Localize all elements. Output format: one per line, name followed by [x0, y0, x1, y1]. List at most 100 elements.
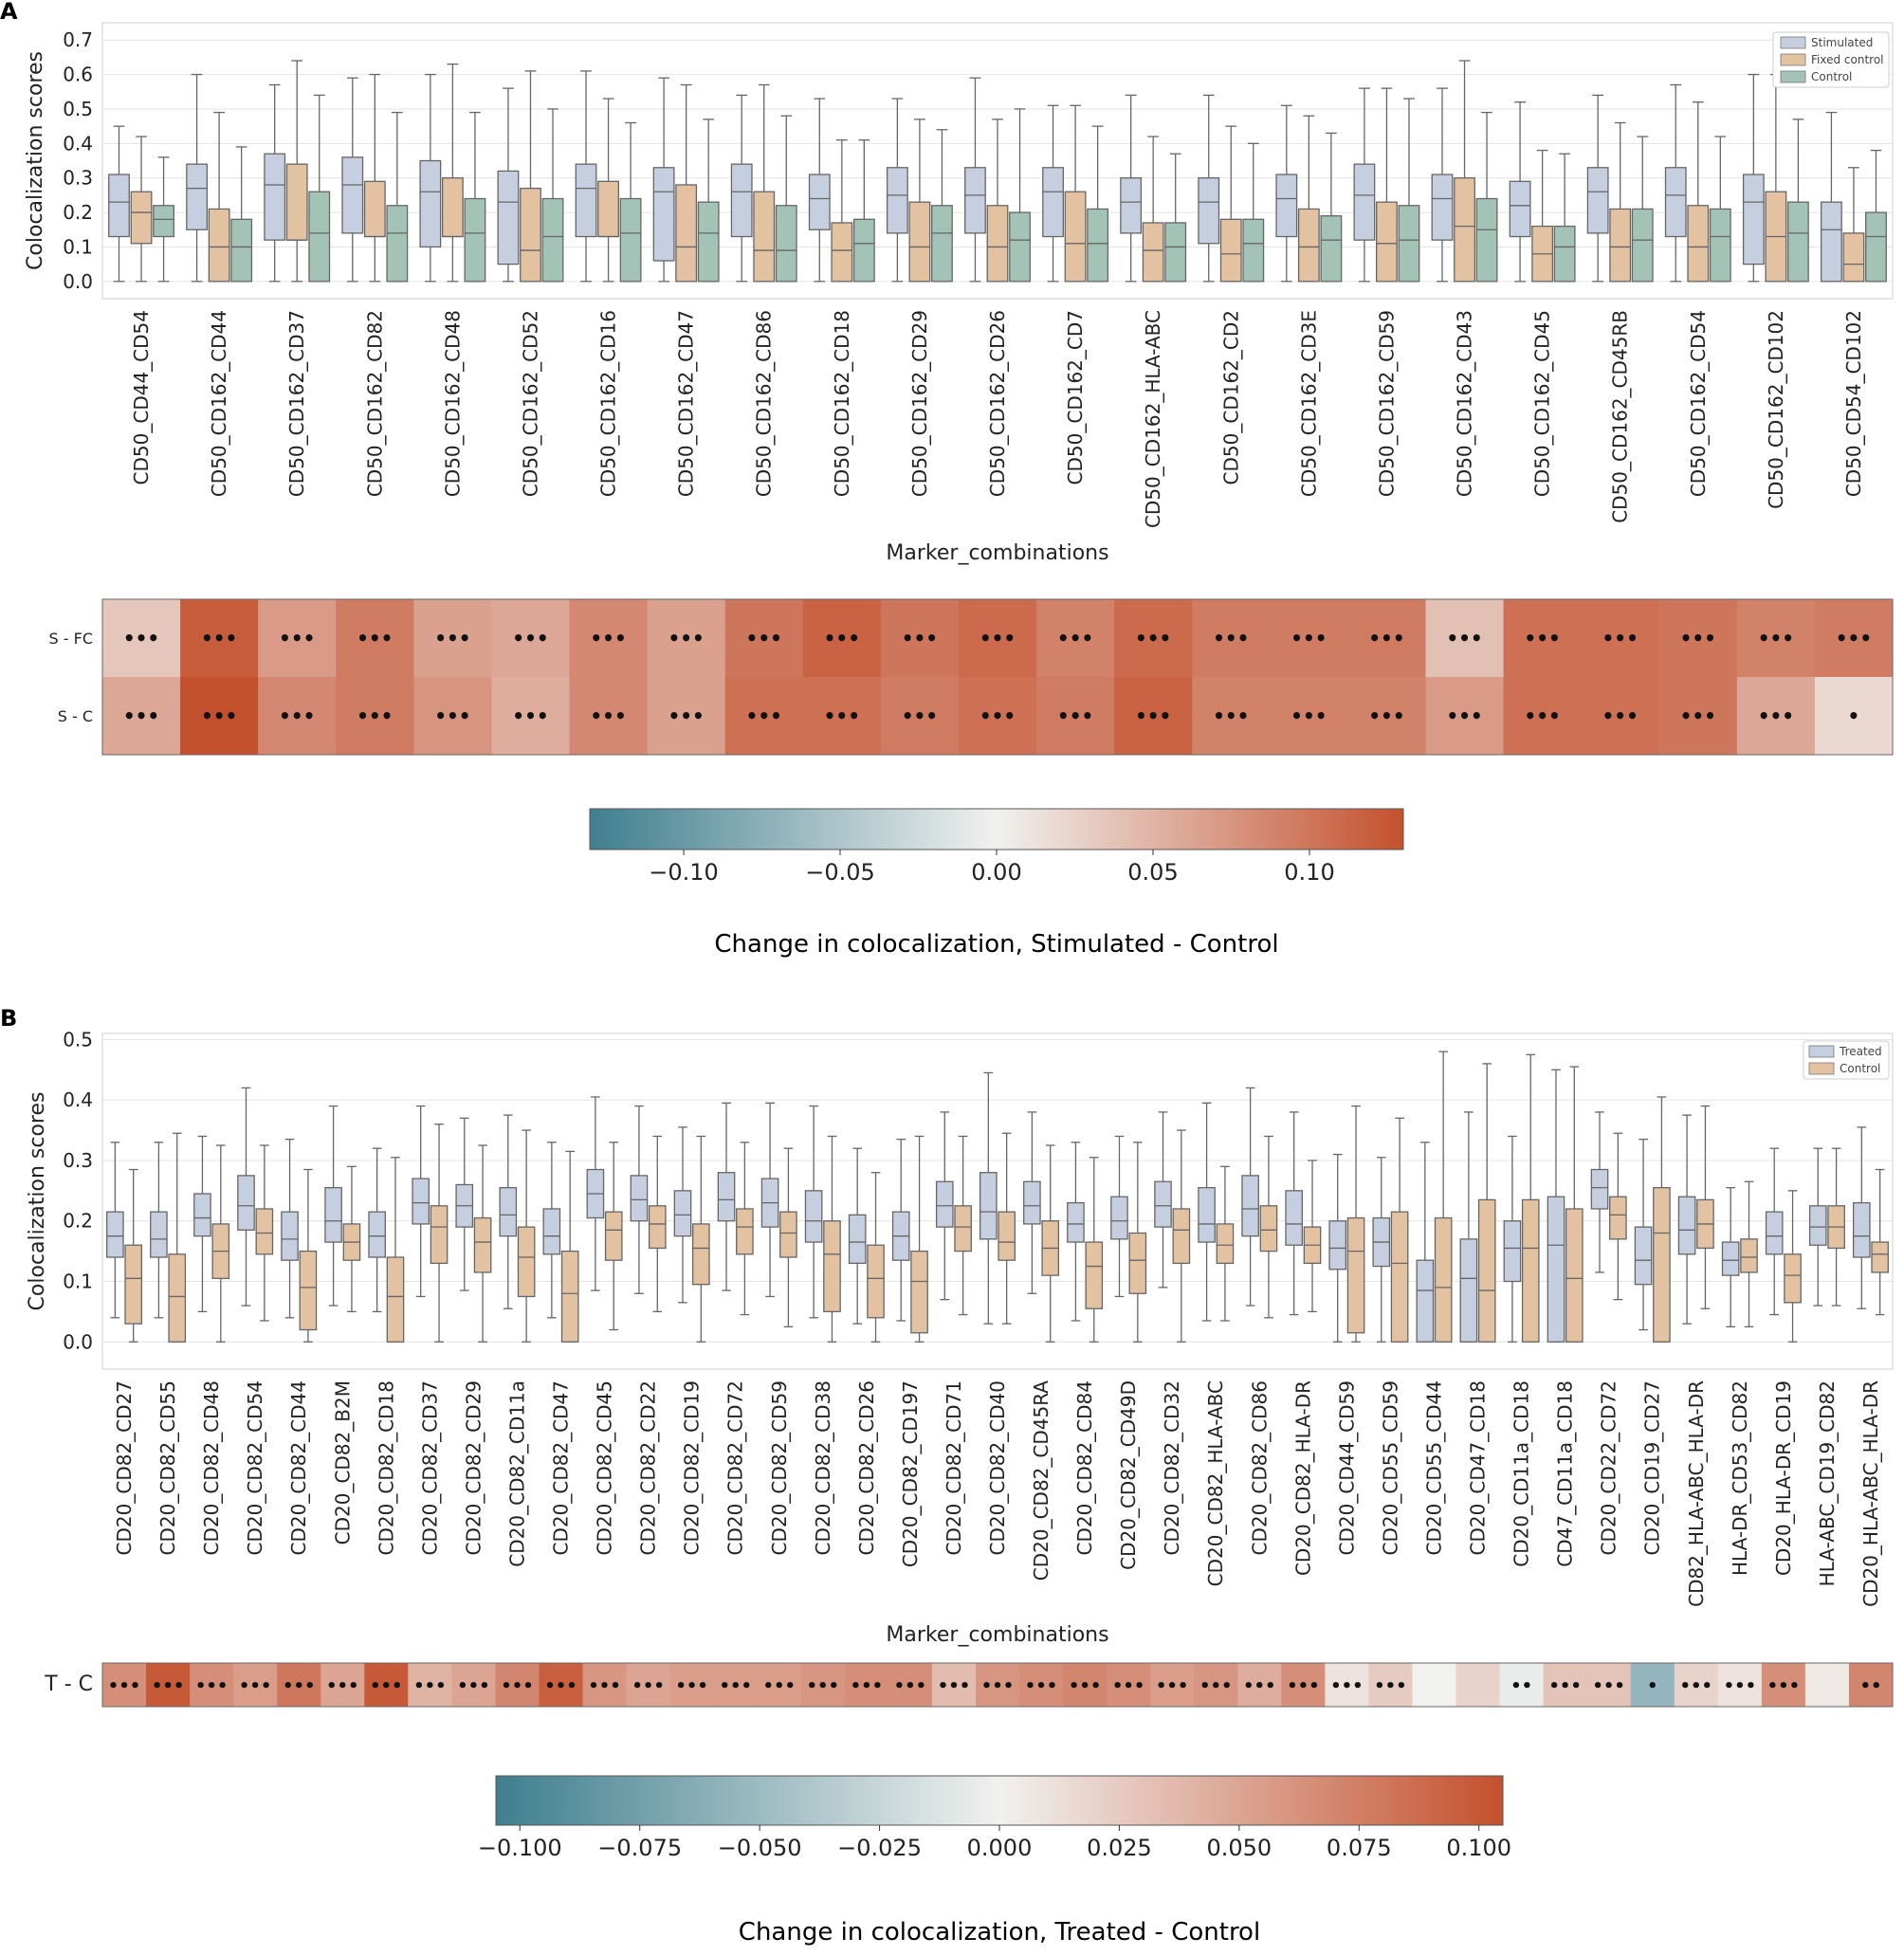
box — [1285, 1190, 1303, 1246]
significance-marker: ••• — [326, 1676, 359, 1696]
x-tick-label: HLA-ABC_CD19_CD82 — [1816, 1380, 1839, 1586]
box — [308, 191, 331, 283]
heatmap-row-label: T - C — [44, 1673, 93, 1696]
x-tick-label: CD50_CD162_CD37 — [285, 310, 308, 497]
x-tick-label: CD50_CD162_CD43 — [1454, 310, 1476, 497]
box — [1259, 1205, 1278, 1252]
box-group — [1275, 104, 1343, 283]
x-tick-label: CD20_CD82_B2M — [331, 1380, 354, 1545]
box-group — [1852, 1126, 1889, 1316]
heatmap-cell — [1543, 1663, 1588, 1708]
box — [281, 1211, 299, 1261]
significance-marker: ••• — [588, 1676, 621, 1696]
box — [542, 1208, 561, 1255]
boxplot-a: 0.0 0.1 0.2 0.3 0.4 0.5 0.6 0.7 Colocalization s… — [24, 22, 1894, 565]
heatmap-cell — [1114, 677, 1193, 756]
significance-marker: ••• — [894, 1676, 927, 1696]
box — [1521, 1198, 1540, 1343]
box — [1653, 1186, 1671, 1343]
box-group — [1503, 1053, 1540, 1343]
box — [130, 191, 153, 245]
box-group — [497, 70, 564, 283]
x-tick-label: CD20_HLA-ABC_HLA-DR — [1859, 1380, 1882, 1607]
box — [1721, 1241, 1740, 1276]
heatmap-cell — [1630, 1663, 1675, 1708]
heatmap-cell — [1455, 1663, 1501, 1708]
significance-marker: ••• — [1524, 704, 1560, 727]
box-group — [1110, 1135, 1147, 1343]
box-group — [1241, 1087, 1278, 1319]
heatmap-row-label: S - C — [58, 707, 93, 725]
box — [823, 1220, 841, 1313]
x-tick-label: CD20_CD82_CD72 — [724, 1380, 747, 1555]
x-tick-label: CD50_CD162_CD47 — [675, 310, 698, 497]
box — [1172, 1208, 1191, 1265]
heatmap-cell — [1368, 1663, 1413, 1708]
heatmap-cell — [1658, 599, 1738, 678]
box — [1765, 1211, 1784, 1255]
box-group — [1634, 1096, 1671, 1343]
y-tick-label: 0.5 — [63, 98, 93, 120]
box — [430, 1205, 449, 1265]
significance-marker: ••• — [1368, 627, 1404, 649]
significance-marker: ••• — [195, 1676, 229, 1696]
heatmap-cell — [880, 599, 960, 678]
y-tick-label: 0.2 — [63, 1210, 93, 1233]
significance-marker: ••• — [1836, 627, 1872, 649]
heatmap-cell — [802, 677, 882, 756]
significance-marker: ••• — [981, 1676, 1015, 1696]
box — [108, 174, 130, 238]
box-group — [499, 1114, 536, 1343]
colorbar-a-gradient — [589, 808, 1404, 850]
heatmap-cell — [1503, 599, 1583, 678]
significance-marker: ••• — [279, 627, 315, 649]
box — [1154, 1180, 1172, 1228]
box-group — [1067, 1142, 1104, 1343]
heatmap-cell — [569, 677, 649, 756]
box-group — [1677, 1105, 1714, 1325]
heatmap-cell — [102, 599, 181, 678]
legend-b: Treated Control — [1803, 1040, 1890, 1080]
x-tick-label: CD50_CD162_CD86 — [753, 310, 776, 497]
colorbar-tick-label: 0.000 — [967, 1835, 1033, 1861]
significance-marker: ••• — [1446, 627, 1482, 649]
box — [1219, 218, 1242, 283]
box — [1009, 211, 1031, 283]
significance-marker: ••• — [123, 704, 159, 727]
significance-marker: • — [1848, 704, 1860, 727]
box — [1390, 1211, 1409, 1343]
box — [499, 1186, 518, 1237]
box — [692, 1223, 710, 1286]
box — [648, 1205, 667, 1250]
colorbar-tick-label: −0.05 — [805, 859, 875, 886]
box — [1503, 1220, 1522, 1283]
box-group — [1042, 104, 1109, 283]
heatmap-cell — [1761, 1663, 1806, 1708]
box-group — [1372, 1117, 1409, 1343]
heatmap-cell — [931, 1663, 977, 1708]
box-group — [1285, 1111, 1322, 1316]
x-tick-label: CD20_CD82_CD47 — [550, 1380, 573, 1555]
y-tick-label: 0.1 — [63, 1270, 93, 1293]
box-group — [586, 1096, 623, 1331]
heatmap-cell — [495, 1663, 540, 1708]
box-group — [717, 1102, 754, 1316]
box — [730, 163, 753, 238]
y-axis-label: Colocalization scores — [26, 1092, 49, 1311]
significance-marker: •• — [1510, 1676, 1532, 1696]
box — [931, 205, 953, 283]
significance-marker: ••• — [1291, 704, 1327, 727]
x-tick-label: CD20_HLA-DR_CD19 — [1772, 1380, 1795, 1576]
box-group — [575, 70, 642, 283]
x-tick-label: CD50_CD162_CD44 — [208, 310, 230, 497]
box-group — [1431, 60, 1498, 283]
significance-marker: ••• — [938, 1676, 971, 1696]
x-tick-label: CD20_CD82_CD18 — [375, 1380, 397, 1555]
x-tick-label: CD50_CD162_CD26 — [986, 310, 1009, 497]
box — [1198, 1186, 1216, 1243]
box — [1677, 1196, 1696, 1255]
significance-marker: ••• — [283, 1676, 316, 1696]
heatmap-cell — [1736, 599, 1816, 678]
significance-marker: ••• — [152, 1676, 185, 1696]
